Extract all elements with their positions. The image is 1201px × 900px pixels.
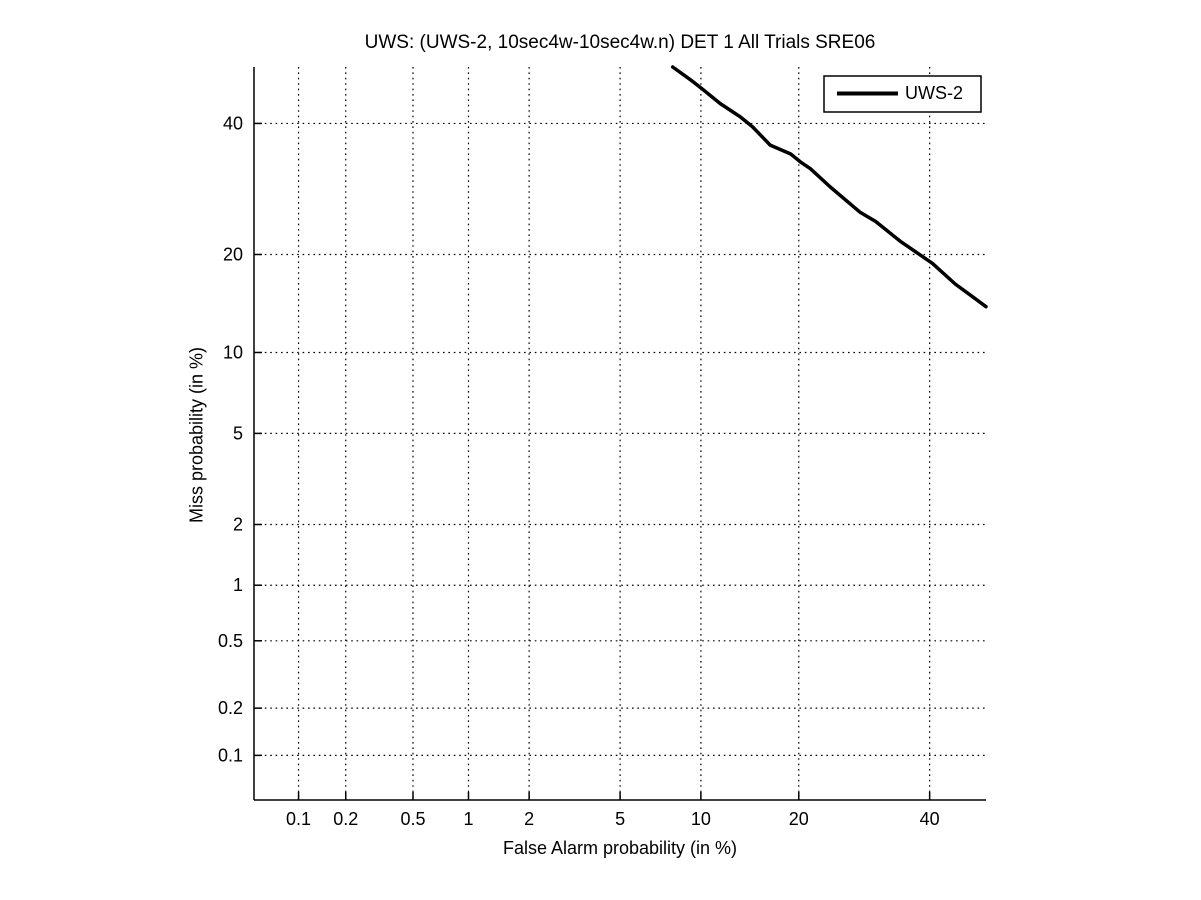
y-tick-label: 5 bbox=[233, 423, 243, 443]
x-tick-label: 0.1 bbox=[286, 809, 311, 829]
y-tick-label: 10 bbox=[223, 342, 243, 362]
chart-title: UWS: (UWS-2, 10sec4w-10sec4w.n) DET 1 Al… bbox=[364, 32, 876, 53]
grid-lines bbox=[254, 67, 986, 800]
legend bbox=[823, 75, 982, 113]
y-tick-labels: 0.1 0.2 0.5 1 2 5 10 20 40 bbox=[218, 113, 243, 765]
x-axis-label: False Alarm probability (in %) bbox=[502, 838, 738, 858]
y-tick-label: 1 bbox=[233, 575, 243, 595]
x-tick-label: 10 bbox=[691, 809, 711, 829]
x-tick-label: 20 bbox=[789, 809, 809, 829]
legend-label: UWS-2 bbox=[905, 83, 963, 103]
y-tick-label: 20 bbox=[223, 244, 243, 264]
y-tick-label: 40 bbox=[223, 113, 243, 133]
det-curve bbox=[670, 65, 988, 309]
y-axis-label: Miss probability (in %) bbox=[186, 346, 207, 524]
x-tick-label: 40 bbox=[920, 809, 940, 829]
y-tick-label: 2 bbox=[233, 514, 243, 534]
x-tick-label: 2 bbox=[524, 809, 534, 829]
axis-lines bbox=[253, 67, 986, 801]
y-tick-label: 0.1 bbox=[218, 745, 243, 765]
x-tick-label: 0.5 bbox=[400, 809, 425, 829]
x-tick-labels: 0.1 0.2 0.5 1 2 5 10 20 40 bbox=[286, 809, 940, 829]
x-tick-label: 5 bbox=[615, 809, 625, 829]
x-tick-label: 0.2 bbox=[333, 809, 358, 829]
y-tick-label: 0.5 bbox=[218, 631, 243, 651]
axis-tick-marks bbox=[254, 122, 931, 800]
y-tick-label: 0.2 bbox=[218, 698, 243, 718]
x-tick-label: 1 bbox=[463, 809, 473, 829]
